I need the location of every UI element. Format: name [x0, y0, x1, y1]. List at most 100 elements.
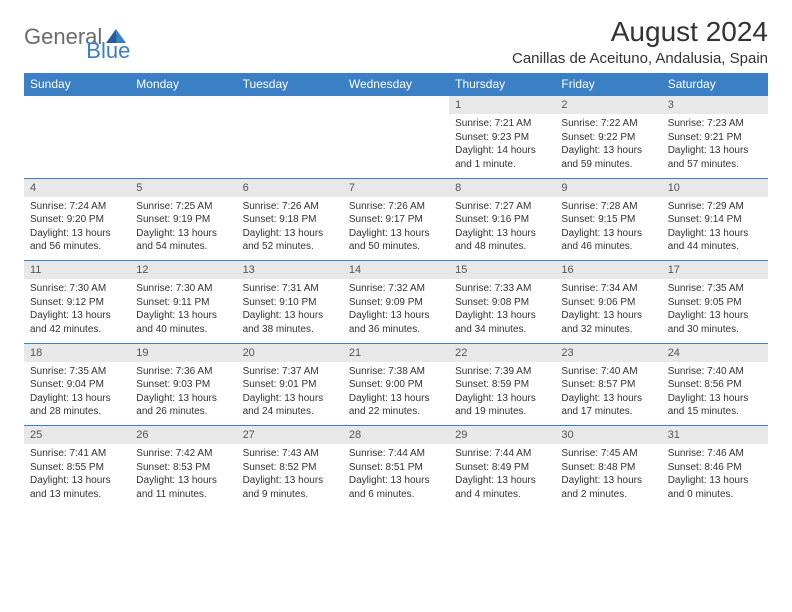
day-header: Saturday [662, 73, 768, 96]
day-number-cell [24, 96, 130, 115]
sunrise-line: Sunrise: 7:28 AM [561, 200, 655, 214]
day-number-row: 25262728293031 [24, 426, 768, 445]
daylight-line: Daylight: 13 hours and 40 minutes. [136, 309, 230, 336]
sunrise-line: Sunrise: 7:25 AM [136, 200, 230, 214]
title-block: August 2024 Canillas de Aceituno, Andalu… [512, 16, 768, 67]
sunset-line: Sunset: 9:10 PM [243, 296, 337, 310]
daylight-line: Daylight: 13 hours and 59 minutes. [561, 144, 655, 171]
day-number-cell: 5 [130, 178, 236, 197]
day-content-cell [130, 114, 236, 178]
day-content-row: Sunrise: 7:30 AM Sunset: 9:12 PM Daylight:… [24, 279, 768, 343]
sunset-line: Sunset: 9:19 PM [136, 213, 230, 227]
day-content-cell: Sunrise: 7:45 AMSunset: 8:48 PMDaylight:… [555, 444, 661, 508]
sunset-line: Sunset: 9:16 PM [455, 213, 549, 227]
day-number-row: 45678910 [24, 178, 768, 197]
sunset-line: Sunset: 9:21 PM [668, 131, 762, 145]
day-header: Sunday [24, 73, 130, 96]
sunrise-line: Sunrise: 7:45 AM [561, 447, 655, 461]
logo: General Blue [24, 24, 174, 50]
daylight-line: Daylight: 13 hours and 32 minutes. [561, 309, 655, 336]
day-number-cell: 7 [343, 178, 449, 197]
day-number-cell: 14 [343, 261, 449, 280]
day-content-cell: Sunrise: 7:28 AMSunset: 9:15 PMDaylight:… [555, 197, 661, 261]
sunrise-line: Sunrise: 7:32 AM [349, 282, 443, 296]
daylight-line: Daylight: 13 hours and 46 minutes. [561, 227, 655, 254]
day-content-cell: Sunrise: 7:39 AMSunset: 8:59 PMDaylight:… [449, 362, 555, 426]
day-content-row: Sunrise: 7:41 AMSunset: 8:55 PMDaylight:… [24, 444, 768, 508]
sunrise-line: Sunrise: 7:23 AM [668, 117, 762, 131]
sunrise-line: Sunrise: 7:46 AM [668, 447, 762, 461]
sunset-line: Sunset: 8:52 PM [243, 461, 337, 475]
sunrise-line: Sunrise: 7:42 AM [136, 447, 230, 461]
sunrise-line: Sunrise: 7:34 AM [561, 282, 655, 296]
location-label: Canillas de Aceituno, Andalusia, Spain [512, 50, 768, 67]
sunrise-line: Sunrise: 7:26 AM [243, 200, 337, 214]
daylight-line: Daylight: 13 hours and 50 minutes. [349, 227, 443, 254]
sunset-line: Sunset: 8:56 PM [668, 378, 762, 392]
day-number-cell: 25 [24, 426, 130, 445]
sunrise-line: Sunrise: 7:40 AM [561, 365, 655, 379]
day-content-cell: Sunrise: 7:26 AMSunset: 9:18 PMDaylight:… [237, 197, 343, 261]
day-content-cell: Sunrise: 7:27 AMSunset: 9:16 PMDaylight:… [449, 197, 555, 261]
daylight-line: Daylight: 13 hours and 11 minutes. [136, 474, 230, 501]
day-header: Thursday [449, 73, 555, 96]
daylight-line: Daylight: 13 hours and 44 minutes. [668, 227, 762, 254]
day-number-cell: 31 [662, 426, 768, 445]
daylight-line: Daylight: 13 hours and 13 minutes. [30, 474, 124, 501]
sunset-line: Sunset: 9:15 PM [561, 213, 655, 227]
sunrise-line: Sunrise: 7:22 AM [561, 117, 655, 131]
sunset-line: Sunset: 9:08 PM [455, 296, 549, 310]
day-header: Wednesday [343, 73, 449, 96]
sunset-line: Sunset: 9:03 PM [136, 378, 230, 392]
sunset-line: Sunset: 9:06 PM [561, 296, 655, 310]
daylight-line: Daylight: 13 hours and 24 minutes. [243, 392, 337, 419]
day-number-row: 11121314151617 [24, 261, 768, 280]
calendar-table: SundayMondayTuesdayWednesdayThursdayFrid… [24, 73, 768, 508]
sunset-line: Sunset: 9:23 PM [455, 131, 549, 145]
day-content-cell: Sunrise: 7:26 AMSunset: 9:17 PMDaylight:… [343, 197, 449, 261]
sunset-line: Sunset: 9:12 PM [30, 296, 124, 310]
day-number-cell: 8 [449, 178, 555, 197]
day-number-cell [130, 96, 236, 115]
day-number-row: 123 [24, 96, 768, 115]
daylight-line: Daylight: 13 hours and 9 minutes. [243, 474, 337, 501]
sunrise-line: Sunrise: 7:44 AM [349, 447, 443, 461]
sunrise-line: Sunrise: 7:29 AM [668, 200, 762, 214]
day-number-cell: 13 [237, 261, 343, 280]
day-content-cell: Sunrise: 7:40 AMSunset: 8:56 PMDaylight:… [662, 362, 768, 426]
sunrise-line: Sunrise: 7:30 AM [136, 282, 230, 296]
day-content-cell: Sunrise: 7:35 AMSunset: 9:04 PMDaylight:… [24, 362, 130, 426]
day-content-cell: Sunrise: 7:30 AMSunset: 9:11 PMDaylight:… [130, 279, 236, 343]
daylight-line: Daylight: 13 hours and 2 minutes. [561, 474, 655, 501]
daylight-line: Daylight: 13 hours and 0 minutes. [668, 474, 762, 501]
day-number-cell: 6 [237, 178, 343, 197]
day-number-cell: 21 [343, 343, 449, 362]
day-content-cell [343, 114, 449, 178]
day-content-cell: Sunrise: 7:42 AMSunset: 8:53 PMDaylight:… [130, 444, 236, 508]
day-number-cell: 1 [449, 96, 555, 115]
day-content-cell: Sunrise: 7:22 AMSunset: 9:22 PMDaylight:… [555, 114, 661, 178]
sunrise-line: Sunrise: 7:26 AM [349, 200, 443, 214]
day-content-cell: Sunrise: 7:31 AMSunset: 9:10 PMDaylight:… [237, 279, 343, 343]
day-content-cell: Sunrise: 7:44 AMSunset: 8:51 PMDaylight:… [343, 444, 449, 508]
daylight-line: Daylight: 13 hours and 19 minutes. [455, 392, 549, 419]
daylight-line: Daylight: 13 hours and 26 minutes. [136, 392, 230, 419]
day-number-cell: 9 [555, 178, 661, 197]
daylight-line: Daylight: 13 hours and 34 minutes. [455, 309, 549, 336]
sunrise-line: Sunrise: 7:33 AM [455, 282, 549, 296]
day-number-cell: 16 [555, 261, 661, 280]
day-header: Monday [130, 73, 236, 96]
day-content-cell: Sunrise: 7:21 AMSunset: 9:23 PMDaylight:… [449, 114, 555, 178]
sunset-line: Sunset: 8:49 PM [455, 461, 549, 475]
sunset-line: Sunset: 8:59 PM [455, 378, 549, 392]
day-number-cell: 30 [555, 426, 661, 445]
day-number-cell: 26 [130, 426, 236, 445]
day-content-cell: Sunrise: 7:35 AMSunset: 9:05 PMDaylight:… [662, 279, 768, 343]
day-header: Tuesday [237, 73, 343, 96]
sunset-line: Sunset: 8:53 PM [136, 461, 230, 475]
sunrise-line: Sunrise: 7:35 AM [30, 365, 124, 379]
day-content-cell: Sunrise: 7:38 AMSunset: 9:00 PMDaylight:… [343, 362, 449, 426]
day-content-cell: Sunrise: 7:37 AMSunset: 9:01 PMDaylight:… [237, 362, 343, 426]
day-content-cell [237, 114, 343, 178]
sunset-line: Sunset: 9:22 PM [561, 131, 655, 145]
